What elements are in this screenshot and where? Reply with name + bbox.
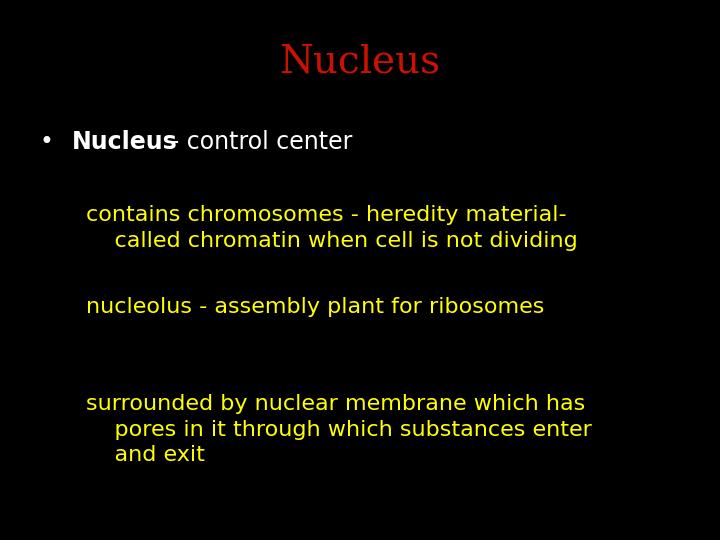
Text: surrounded by nuclear membrane which has
    pores in it through which substance: surrounded by nuclear membrane which has… [86, 394, 593, 465]
Text: •: • [40, 130, 53, 153]
Text: contains chromosomes - heredity material-
    called chromatin when cell is not : contains chromosomes - heredity material… [86, 205, 578, 251]
Text: nucleolus - assembly plant for ribosomes: nucleolus - assembly plant for ribosomes [86, 297, 545, 317]
Text: Nucleus: Nucleus [279, 43, 441, 80]
Text: – control center: – control center [160, 130, 352, 153]
Text: Nucleus: Nucleus [72, 130, 178, 153]
